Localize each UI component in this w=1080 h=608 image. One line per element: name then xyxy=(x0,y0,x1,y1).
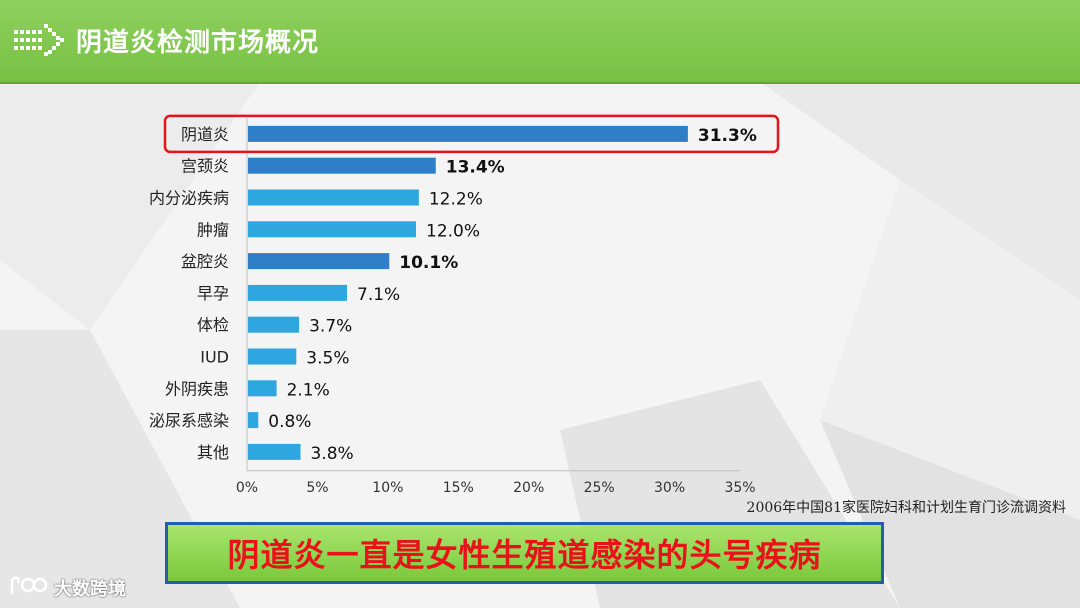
bar xyxy=(248,443,301,460)
value-label: 10.1% xyxy=(399,253,458,273)
x-tick-label: 20% xyxy=(513,480,544,496)
category-label: 早孕 xyxy=(197,284,229,303)
category-label: 宫颈炎 xyxy=(181,157,229,176)
x-tick-label: 0% xyxy=(236,480,258,496)
value-label: 31.3% xyxy=(698,126,757,146)
page-title: 阴道炎检测市场概况 xyxy=(76,28,320,58)
value-label: 3.8% xyxy=(311,444,354,464)
value-label: 3.5% xyxy=(306,349,349,369)
value-label: 7.1% xyxy=(357,285,400,305)
category-label: 其他 xyxy=(197,443,229,462)
value-label: 12.0% xyxy=(426,221,480,241)
category-label: 内分泌疾病 xyxy=(149,189,229,208)
bar xyxy=(248,221,417,238)
category-label: 肿瘤 xyxy=(197,220,229,239)
bar xyxy=(248,348,297,365)
header-bar: 阴道炎检测市场概况 xyxy=(0,0,1080,84)
bar xyxy=(248,284,348,301)
x-tick-label: 25% xyxy=(584,480,615,496)
category-label: IUD xyxy=(200,348,229,367)
watermark: 大数跨境 xyxy=(8,574,126,602)
x-tick-label: 30% xyxy=(654,480,685,496)
bar xyxy=(248,125,688,142)
banner-text: 阴道炎一直是女性生殖道感染的头号疾病 xyxy=(227,536,822,574)
category-label: 阴道炎 xyxy=(181,125,229,144)
category-label: 体检 xyxy=(197,316,229,335)
value-label: 13.4% xyxy=(446,158,505,178)
value-label: 2.1% xyxy=(287,380,330,400)
bar xyxy=(248,253,390,270)
category-label: 盆腔炎 xyxy=(181,252,229,271)
value-label: 12.2% xyxy=(429,190,483,210)
arrow-right-icon xyxy=(14,24,66,60)
value-label: 0.8% xyxy=(268,412,311,432)
highlight-box xyxy=(163,114,780,154)
source-note: 2006年中国81家医院妇科和计划生育门诊流调资料 xyxy=(746,500,1066,516)
x-tick-label: 35% xyxy=(724,480,755,496)
category-label: 泌尿系感染 xyxy=(149,411,229,430)
logo-icon xyxy=(8,574,48,603)
x-tick-label: 10% xyxy=(372,480,403,496)
category-label: 外阴疾患 xyxy=(165,379,229,398)
value-label: 3.7% xyxy=(309,317,352,337)
bar xyxy=(248,380,277,397)
watermark-text: 大数跨境 xyxy=(54,579,126,600)
bar xyxy=(248,316,300,333)
conclusion-banner: 阴道炎一直是女性生殖道感染的头号疾病 xyxy=(165,522,884,584)
x-tick-label: 15% xyxy=(443,480,474,496)
x-tick-label: 5% xyxy=(306,480,328,496)
bar xyxy=(248,412,259,429)
bar xyxy=(248,189,419,206)
bar xyxy=(248,157,436,174)
